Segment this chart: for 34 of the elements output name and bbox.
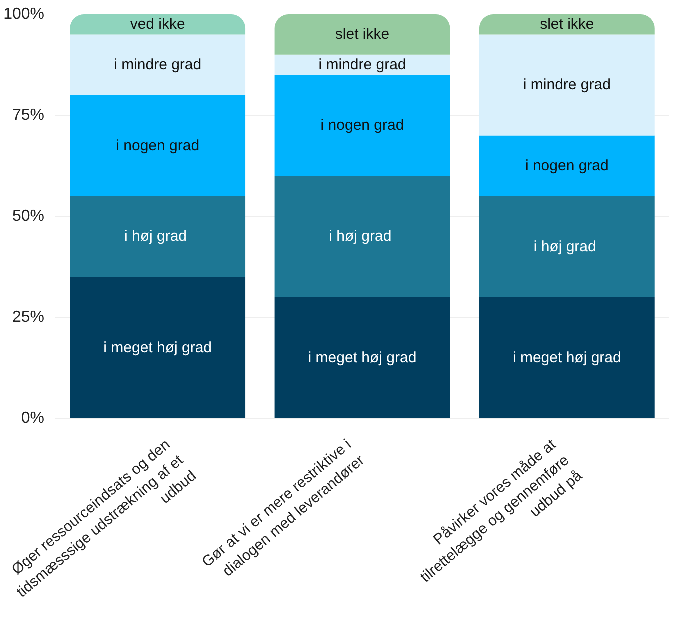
text: i høj grad bbox=[534, 238, 596, 256]
bar bbox=[479, 196, 655, 298]
bar bbox=[274, 14, 450, 55]
y-tick-label: 75% bbox=[12, 107, 45, 124]
series-label: i meget høj grad bbox=[308, 349, 417, 366]
series-label: i nogen grad bbox=[525, 158, 609, 174]
text: i mindre grad bbox=[523, 76, 611, 94]
text: i nogen grad bbox=[116, 137, 200, 154]
series-label: ved ikke bbox=[130, 16, 186, 34]
y-tick-label: 25% bbox=[12, 309, 45, 326]
bar bbox=[274, 176, 450, 298]
bar bbox=[70, 277, 246, 418]
text: i høj grad bbox=[329, 228, 392, 246]
text: i meget høj grad bbox=[104, 339, 212, 356]
series-label: slet ikke bbox=[540, 16, 594, 34]
series-label: i mindre grad bbox=[318, 56, 406, 74]
text: i meget høj grad bbox=[512, 349, 622, 366]
series-label: i høj grad bbox=[124, 228, 188, 246]
text: i nogen grad bbox=[320, 117, 404, 134]
bar bbox=[479, 34, 655, 136]
y-tick-label: 50% bbox=[12, 208, 45, 225]
text: slet ikke bbox=[335, 26, 390, 44]
bar bbox=[70, 196, 246, 278]
bar bbox=[479, 136, 655, 196]
text: i mindre grad bbox=[114, 56, 202, 74]
bar bbox=[479, 297, 655, 418]
bar bbox=[274, 297, 450, 418]
bar bbox=[70, 14, 246, 35]
bar bbox=[274, 75, 450, 176]
bar bbox=[479, 14, 655, 35]
bar bbox=[70, 95, 246, 196]
y-tick-label: 100% bbox=[4, 6, 44, 23]
y-tick-label: 0% bbox=[21, 410, 44, 427]
bar bbox=[70, 34, 246, 96]
